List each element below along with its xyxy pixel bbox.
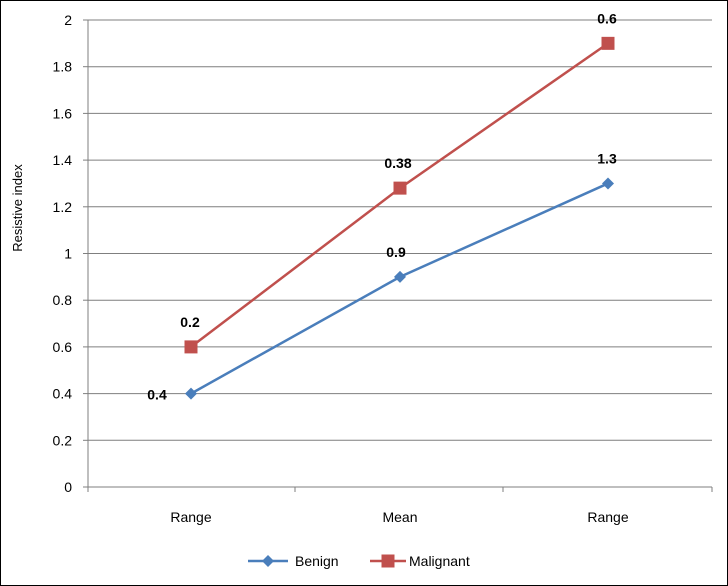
data-label-malignant: 0.6 bbox=[597, 10, 617, 26]
y-tick-label: 0.6 bbox=[53, 339, 73, 355]
series-line-malignant bbox=[190, 42, 609, 348]
data-label-malignant: 0.2 bbox=[180, 314, 200, 330]
legend-label-benign: Benign bbox=[295, 553, 339, 569]
point-benign bbox=[394, 270, 406, 283]
series-layer bbox=[184, 36, 615, 400]
point-benign bbox=[602, 177, 614, 190]
y-tick-label: 1.6 bbox=[53, 105, 73, 121]
x-tick-label: Mean bbox=[382, 509, 417, 525]
data-label-malignant: 0.38 bbox=[384, 155, 411, 171]
y-axis-title: Resistive index bbox=[10, 164, 25, 252]
gridlines bbox=[88, 19, 712, 441]
y-tick-label: 1.8 bbox=[53, 59, 73, 75]
y-tick-label: 0.2 bbox=[53, 432, 73, 448]
y-tick-label: 2 bbox=[64, 12, 72, 28]
point-malignant bbox=[601, 36, 615, 50]
y-tick-label: 0.8 bbox=[53, 292, 73, 308]
y-tick-label: 0.4 bbox=[53, 386, 73, 402]
point-benign bbox=[185, 387, 197, 400]
y-tick-label: 1.4 bbox=[53, 152, 73, 168]
point-malignant bbox=[393, 181, 407, 195]
data-label-benign: 1.3 bbox=[597, 150, 617, 166]
series-line-benign bbox=[190, 182, 609, 395]
legend: Benign Malignant bbox=[248, 553, 470, 569]
data-labels: 0.4 0.9 1.3 0.2 0.38 0.6 bbox=[147, 10, 617, 402]
x-tick-label: Range bbox=[587, 509, 628, 525]
axes: 0 0.2 0.4 0.6 0.8 1 1.2 1.4 1.6 1.8 2 Range Mean Rang… bbox=[53, 12, 713, 525]
y-tick-label: 1 bbox=[64, 246, 72, 262]
legend-marker-malignant bbox=[381, 554, 395, 568]
legend-marker-benign bbox=[262, 555, 274, 567]
data-label-benign: 0.4 bbox=[147, 387, 167, 403]
x-tick-label: Range bbox=[170, 509, 211, 525]
legend-label-malignant: Malignant bbox=[409, 553, 470, 569]
y-tick-label: 0 bbox=[64, 479, 72, 495]
y-tick-label: 1.2 bbox=[53, 199, 73, 215]
point-malignant bbox=[184, 340, 198, 354]
data-label-benign: 0.9 bbox=[386, 244, 406, 260]
